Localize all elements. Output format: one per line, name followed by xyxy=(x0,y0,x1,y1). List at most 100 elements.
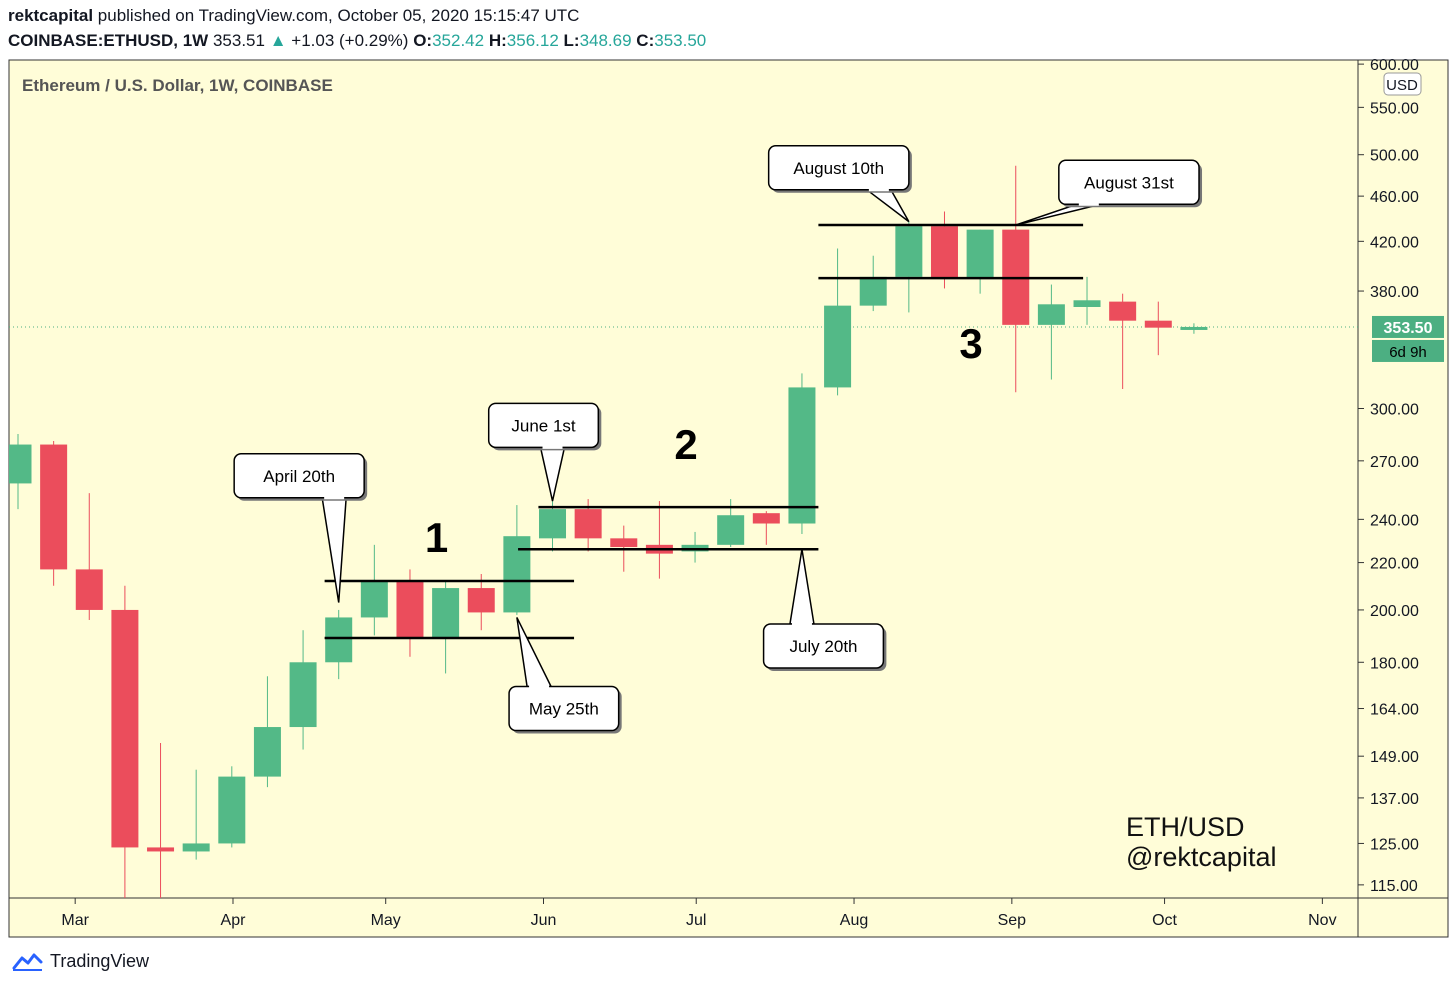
zone-label: 1 xyxy=(425,514,448,561)
callout: July 20th xyxy=(762,549,887,671)
tradingview-brand[interactable]: TradingView xyxy=(10,950,149,972)
x-tick-label: May xyxy=(371,912,401,929)
symbol-ohlc-line: COINBASE:ETHUSD, 1W 353.51 ▲ +1.03 (+0.2… xyxy=(8,31,706,51)
candle xyxy=(717,499,745,548)
candle-body xyxy=(396,580,424,639)
last-price: 353.51 xyxy=(212,31,265,50)
candle-body xyxy=(1109,301,1137,321)
candle-body xyxy=(788,387,816,524)
published-text: published on TradingView.com, October 05… xyxy=(97,6,580,25)
y-tick-label: 164.00 xyxy=(1370,702,1419,719)
low-label: L: xyxy=(563,31,580,50)
candle-body xyxy=(1144,320,1172,328)
y-tick-label: 200.00 xyxy=(1370,603,1419,620)
y-tick-label: 149.00 xyxy=(1370,749,1419,766)
candle-body xyxy=(1180,326,1208,330)
callout-box xyxy=(1058,159,1200,206)
countdown-label: 6d 9h xyxy=(1389,344,1427,361)
candle-body xyxy=(218,776,246,844)
candle-body xyxy=(111,609,139,848)
candle-body xyxy=(182,843,210,852)
candle-body xyxy=(752,513,780,524)
candle xyxy=(218,766,246,848)
publish-info: rektcapital published on TradingView.com… xyxy=(8,6,579,26)
close-value: 353.50 xyxy=(654,31,707,50)
candle-body xyxy=(503,536,531,613)
candle xyxy=(788,373,816,535)
author-name[interactable]: rektcapital xyxy=(8,6,94,25)
y-tick-label: 125.00 xyxy=(1370,836,1419,853)
candle xyxy=(930,211,958,289)
callout-text: May 25th xyxy=(529,700,599,719)
candle xyxy=(75,493,103,620)
callout-text: April 20th xyxy=(263,467,335,486)
callout-text: August 10th xyxy=(793,159,884,178)
x-tick-label: Jul xyxy=(686,912,706,929)
zone-label: 2 xyxy=(674,421,697,468)
y-tick-label: 500.00 xyxy=(1370,148,1419,165)
candle-body xyxy=(610,538,638,548)
open-label: O: xyxy=(413,31,433,50)
y-tick-label: 600.00 xyxy=(1370,57,1419,74)
candle xyxy=(40,440,68,586)
candle-body xyxy=(432,588,460,639)
candle xyxy=(1073,276,1101,325)
candle xyxy=(147,743,175,898)
callout-text: August 31st xyxy=(1084,173,1174,192)
candle-body xyxy=(9,444,32,484)
candle-body xyxy=(40,444,68,570)
callout: June 1st xyxy=(487,402,602,502)
candle-body xyxy=(1037,304,1065,325)
plot-area: 1 2 3 April 20th May 25th June 1st July 20th Au… xyxy=(9,145,1358,898)
callout-box xyxy=(767,145,910,191)
candle-body xyxy=(930,226,958,279)
chart-title: Ethereum / U.S. Dollar, 1W, COINBASE xyxy=(22,76,333,95)
callout-box xyxy=(233,453,365,499)
y-tick-label: 460.00 xyxy=(1370,189,1419,206)
candle-body xyxy=(1073,300,1101,307)
y-tick-label: 300.00 xyxy=(1370,401,1419,418)
x-tick-label: Mar xyxy=(61,912,89,929)
candle-body xyxy=(325,617,353,663)
candle xyxy=(966,229,994,294)
watermark-line: @rektcapital xyxy=(1126,842,1276,872)
callout: May 25th xyxy=(508,617,622,734)
y-tick-label: 420.00 xyxy=(1370,234,1419,251)
candle-body xyxy=(253,727,281,777)
low-value: 348.69 xyxy=(579,31,632,50)
candle-body xyxy=(859,276,887,306)
y-tick-label: 380.00 xyxy=(1370,284,1419,301)
candle-body xyxy=(147,847,175,852)
price-change: +1.03 (+0.29%) xyxy=(291,31,409,50)
candle-body xyxy=(966,229,994,279)
callout-box xyxy=(508,685,620,732)
candle xyxy=(289,630,317,750)
candle xyxy=(824,248,852,396)
candle-body xyxy=(289,662,317,728)
zone-label: 3 xyxy=(959,320,982,367)
x-tick-label: Apr xyxy=(221,912,247,929)
candle-body xyxy=(467,588,495,613)
current-price-label: 353.50 xyxy=(1384,320,1433,337)
watermark-line: ETH/USD xyxy=(1126,812,1245,842)
up-arrow-icon: ▲ xyxy=(269,31,287,50)
high-value: 356.12 xyxy=(506,31,559,50)
candle xyxy=(9,433,32,510)
candle xyxy=(111,585,139,898)
candle xyxy=(253,676,281,788)
y-tick-label: 550.00 xyxy=(1370,100,1419,117)
candle xyxy=(895,221,923,313)
candle xyxy=(396,569,424,657)
candle xyxy=(1037,284,1065,380)
candle xyxy=(574,499,602,552)
candle-body xyxy=(75,569,103,610)
close-label: C: xyxy=(636,31,655,50)
candle xyxy=(752,511,780,545)
candle xyxy=(432,580,460,674)
currency-badge-label: USD xyxy=(1386,77,1418,94)
callout-text: July 20th xyxy=(789,637,857,656)
y-tick-label: 115.00 xyxy=(1370,878,1418,895)
candle xyxy=(1109,293,1137,390)
y-tick-label: 220.00 xyxy=(1370,556,1419,573)
